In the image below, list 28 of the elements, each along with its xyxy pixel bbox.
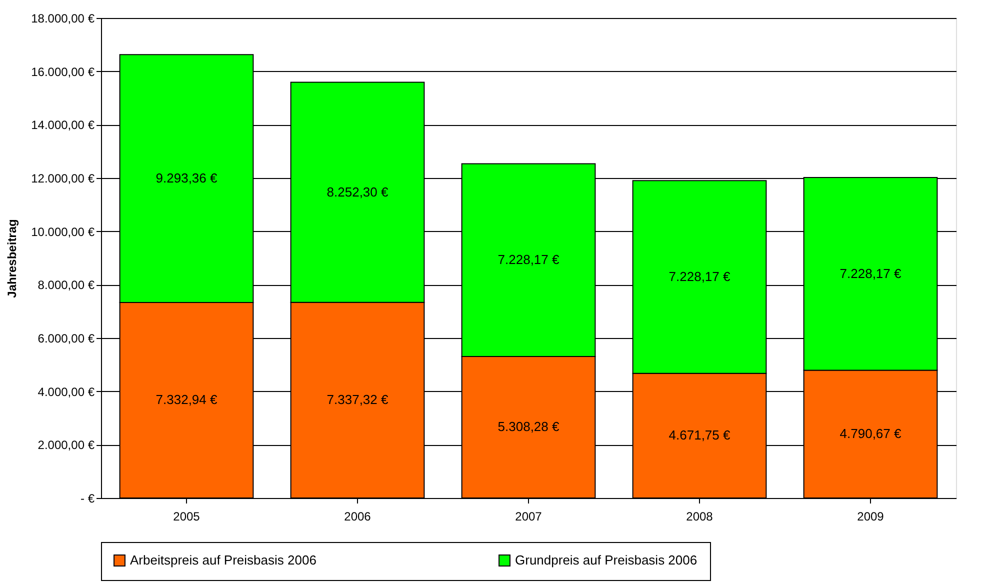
legend-label: Arbeitspreis auf Preisbasis 2006 — [130, 552, 316, 568]
x-tick-label: 2009 — [857, 510, 884, 524]
data-label: 7.337,32 € — [326, 392, 389, 408]
y-axis-title: Jahresbeitrag — [5, 219, 20, 298]
data-label: 7.228,17 € — [498, 252, 560, 268]
y-tick-label: 4.000,00 € — [38, 384, 95, 399]
x-tick-label: 2006 — [344, 510, 372, 524]
x-tick-label: 2007 — [515, 510, 542, 524]
y-tick-label: 8.000,00 € — [38, 278, 95, 292]
data-label: 4.671,75 € — [668, 428, 731, 443]
x-tick-label: 2008 — [686, 510, 714, 524]
y-tick-label: 18.000,00 € — [31, 12, 95, 26]
y-tick-label: 14.000,00 € — [31, 118, 95, 132]
legend-label: Grundpreis auf Preisbasis 2006 — [515, 552, 698, 568]
y-tick-label: 12.000,00 € — [31, 172, 95, 186]
y-tick-label: - € — [80, 492, 95, 506]
y-tick-label: 10.000,00 € — [31, 224, 95, 239]
x-tick-label: 2005 — [173, 510, 200, 524]
data-label: 8.252,30 € — [326, 184, 389, 200]
data-label: 7.228,17 € — [840, 266, 902, 281]
data-label: 7.332,94 € — [156, 392, 218, 408]
data-label: 4.790,67 € — [840, 426, 902, 442]
data-label: 5.308,28 € — [498, 419, 560, 434]
data-label: 9.293,36 € — [156, 170, 218, 186]
y-tick-label: 6.000,00 € — [38, 332, 95, 346]
data-label: 7.228,17 € — [668, 269, 731, 284]
y-tick-label: 2.000,00 € — [38, 438, 95, 452]
y-tick-label: 16.000,00 € — [31, 64, 95, 79]
